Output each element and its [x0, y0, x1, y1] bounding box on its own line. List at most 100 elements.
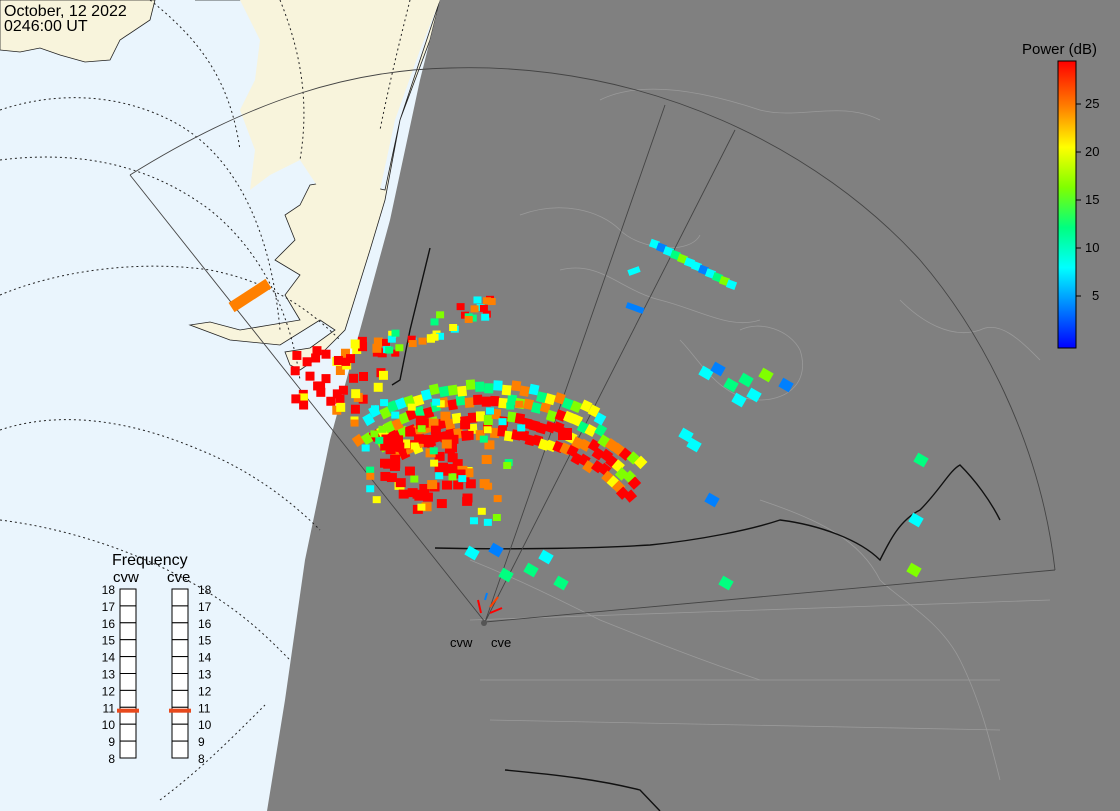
echo-cell [678, 427, 694, 443]
radar-site-marker [481, 620, 487, 626]
echo-cell [373, 382, 383, 392]
echo-cell [475, 411, 486, 422]
echo-cell [440, 411, 451, 421]
echo-cell [340, 348, 350, 358]
colorbar-ticks [1076, 103, 1081, 297]
frequency-cell [171, 740, 189, 759]
colorbar-tick-15: 15 [1085, 192, 1099, 207]
frequency-cell [119, 740, 137, 759]
radar-label-cve: cve [491, 635, 511, 650]
frequency-scale-label: 11 [198, 701, 211, 715]
echo-cell [507, 411, 518, 423]
echo-cell [554, 392, 566, 405]
echo-cell [360, 431, 374, 446]
echo-cell [506, 402, 515, 410]
frequency-scale-label: 18 [198, 583, 212, 597]
echo-cell [391, 349, 400, 357]
frequency-cell [171, 622, 189, 641]
echo-cell [469, 517, 478, 525]
colorbar: Power (dB) 25 20 15 10 5 [1022, 41, 1099, 349]
echo-cell [517, 424, 526, 432]
echo-cell [422, 434, 433, 444]
frequency-cell [171, 639, 189, 658]
grid-lines [0, 0, 411, 801]
frequency-panel: Frequency cvw cve 1817161514131211109818… [102, 552, 212, 766]
echo-cell [321, 349, 331, 359]
echo-cell [422, 406, 435, 419]
echo-cell [326, 396, 336, 406]
echo-cell [336, 402, 346, 412]
frequency-scale-label: 14 [102, 651, 116, 665]
echo-cell [484, 482, 493, 490]
echo-cell [463, 468, 474, 478]
frequency-cell [119, 689, 137, 708]
echo-cell [490, 427, 500, 439]
frequency-scale-label: 16 [102, 617, 116, 631]
echo-cell [385, 346, 394, 354]
frequency-scale-label: 17 [198, 600, 212, 614]
frequency-scale-label: 10 [102, 718, 116, 732]
frequency-cell [119, 605, 137, 624]
echo-cell [511, 380, 522, 392]
echo-cell [455, 469, 466, 479]
frequency-scale-label: 17 [102, 600, 116, 614]
echo-cell [366, 472, 375, 480]
echo-cell [614, 467, 629, 481]
echo-cell [417, 503, 426, 511]
echo-cell [625, 302, 645, 314]
echo-cell [479, 435, 488, 443]
echo-cell [464, 397, 475, 408]
echo-cell [410, 442, 419, 450]
frequency-cell [119, 622, 137, 641]
frequency-title: Frequency [112, 552, 188, 569]
echo-cell [535, 391, 548, 404]
echo-cell [487, 298, 496, 306]
echo-cell [490, 395, 500, 407]
echo-cell [311, 353, 321, 363]
frequency-scale-label: 12 [102, 684, 116, 698]
echo-cell [397, 411, 411, 425]
echo-cell [455, 394, 466, 406]
echo-cell [428, 383, 440, 396]
day-land [0, 0, 441, 371]
echo-cell [436, 400, 445, 408]
frequency-cell [119, 673, 137, 691]
echo-cell [493, 380, 503, 391]
frequency-cell [171, 689, 189, 708]
echo-cell [738, 372, 754, 388]
echo-cell [371, 405, 380, 413]
echo-cell [731, 392, 747, 408]
echo-cell [394, 397, 407, 410]
echo-cell [408, 340, 417, 348]
echo-cell [358, 394, 368, 404]
echo-cell [351, 389, 361, 399]
echo-cell [580, 399, 593, 413]
echo-cell [400, 439, 411, 449]
echo-cell [483, 414, 493, 426]
echo-cell [447, 453, 458, 463]
radar-echo-cells [228, 238, 929, 591]
echo-cell [539, 401, 552, 414]
echo-cell [430, 318, 439, 326]
echo-cell [386, 473, 397, 483]
echo-cell [380, 441, 391, 451]
echo-cell [451, 412, 463, 424]
echo-cell [391, 411, 400, 419]
echo-cell [441, 439, 452, 449]
echo-cell [394, 442, 405, 452]
echo-cell [335, 366, 345, 376]
echo-cell [405, 427, 416, 437]
date-label: October, 12 2022 [4, 3, 127, 20]
echo-cell [370, 430, 379, 438]
echo-cell [413, 434, 424, 444]
echo-cell [395, 478, 406, 488]
echo-cell [290, 366, 300, 376]
echo-cell [372, 496, 381, 504]
echo-cell [417, 425, 426, 433]
echo-cell [470, 305, 479, 313]
echo-cell [332, 389, 342, 399]
echo-cell [483, 297, 492, 305]
echo-cell [380, 399, 389, 407]
echo-cell [312, 346, 322, 356]
echo-cell [346, 354, 356, 364]
